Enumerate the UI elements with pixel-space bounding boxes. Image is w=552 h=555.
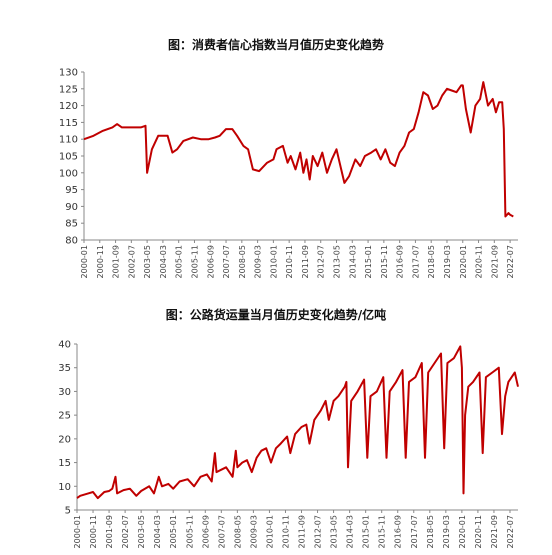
x-tick-label: 2003-05 [137,515,146,548]
y-tick-label: 115 [59,118,78,129]
x-tick-label: 2021-09 [490,515,499,548]
x-tick-label: 2010-01 [265,515,274,548]
x-tick-label: 2010-01 [269,245,278,278]
y-tick-label: 35 [58,363,71,374]
y-tick-label: 10 [58,482,71,493]
y-tick-label: 95 [65,185,78,196]
x-tick-label: 2017-07 [411,245,420,278]
x-tick-label: 2017-07 [410,515,419,548]
x-tick-label: 2006-09 [201,515,210,548]
y-tick-label: 80 [65,236,78,247]
x-tick-label: 2007-07 [222,245,231,278]
x-tick-label: 2000-11 [96,245,105,278]
x-tick-label: 2013-05 [333,245,342,278]
x-tick-label: 2005-01 [169,515,178,548]
x-tick-label: 2000-01 [80,245,89,278]
x-tick-label: 2000-01 [73,515,82,548]
x-tick-label: 2020-01 [459,245,468,278]
x-tick-label: 2018-05 [426,515,435,548]
y-tick-label: 15 [58,458,71,469]
x-tick-label: 2004-03 [159,245,168,278]
x-tick-label: 2004-03 [153,515,162,548]
y-tick-label: 40 [58,340,71,351]
x-tick-label: 2005-11 [185,515,194,548]
x-tick-label: 2000-11 [89,515,98,548]
x-tick-label: 2009-03 [249,515,258,548]
x-tick-label: 2020-11 [474,515,483,548]
x-tick-label: 2003-05 [143,245,152,278]
series-line [76,345,519,500]
x-tick-label: 2015-11 [378,515,387,548]
x-tick-label: 2012-07 [314,515,323,548]
x-tick-label: 2015-11 [380,245,389,278]
x-tick-label: 2011-09 [301,245,310,278]
x-tick-label: 2015-01 [362,515,371,548]
x-tick-label: 2016-09 [394,515,403,548]
x-tick-label: 2005-01 [175,245,184,278]
x-tick-label: 2014-03 [348,245,357,278]
x-tick-label: 2020-11 [475,245,484,278]
y-tick-label: 90 [65,202,78,213]
x-tick-label: 2001-09 [112,245,121,278]
x-tick-label: 2018-05 [427,245,436,278]
x-tick-label: 2007-07 [217,515,226,548]
x-tick-label: 2001-09 [105,515,114,548]
x-tick-label: 2021-09 [490,245,499,278]
y-tick-label: 85 [65,219,78,230]
y-tick-label: 120 [59,101,78,112]
x-tick-label: 2002-07 [121,515,130,548]
y-tick-label: 100 [59,168,78,179]
chart-title: 图：消费者信心指数当月值历史变化趋势 [167,38,384,52]
y-tick-label: 5 [65,506,71,517]
y-tick-label: 20 [58,434,71,445]
y-tick-label: 130 [59,68,78,79]
x-tick-label: 2012-07 [317,245,326,278]
y-tick-label: 30 [58,387,71,398]
x-tick-label: 2002-07 [127,245,136,278]
x-tick-label: 2016-09 [396,245,405,278]
x-tick-label: 2015-01 [364,245,373,278]
consumer-confidence-plot: 80 85 90 95 100 105 110 115 120 125 130 2000-01 2000… [59,68,518,278]
chart-title: 图：公路货运量当月值历史变化趋势/亿吨 [165,308,387,322]
x-tick-label: 2020-01 [458,515,467,548]
x-tick-label: 2008-05 [238,245,247,278]
x-tick-label: 2010-11 [285,245,294,278]
y-tick-label: 110 [59,135,78,146]
x-tick-label: 2013-05 [330,515,339,548]
x-tick-label: 2022-07 [506,245,515,278]
x-tick-label: 2008-05 [233,515,242,548]
x-tick-label: 2022-07 [506,515,515,548]
x-tick-label: 2014-03 [346,515,355,548]
y-tick-label: 125 [59,84,78,95]
y-tick-label: 25 [58,411,71,422]
series-line [83,81,514,218]
x-tick-label: 2011-09 [298,515,307,548]
x-tick-label: 2010-11 [281,515,290,548]
x-tick-label: 2006-09 [206,245,215,278]
x-tick-label: 2019-03 [442,515,451,548]
x-tick-label: 2005-11 [190,245,199,278]
x-tick-label: 2009-03 [254,245,263,278]
y-tick-label: 105 [59,152,78,163]
x-tick-label: 2019-03 [443,245,452,278]
